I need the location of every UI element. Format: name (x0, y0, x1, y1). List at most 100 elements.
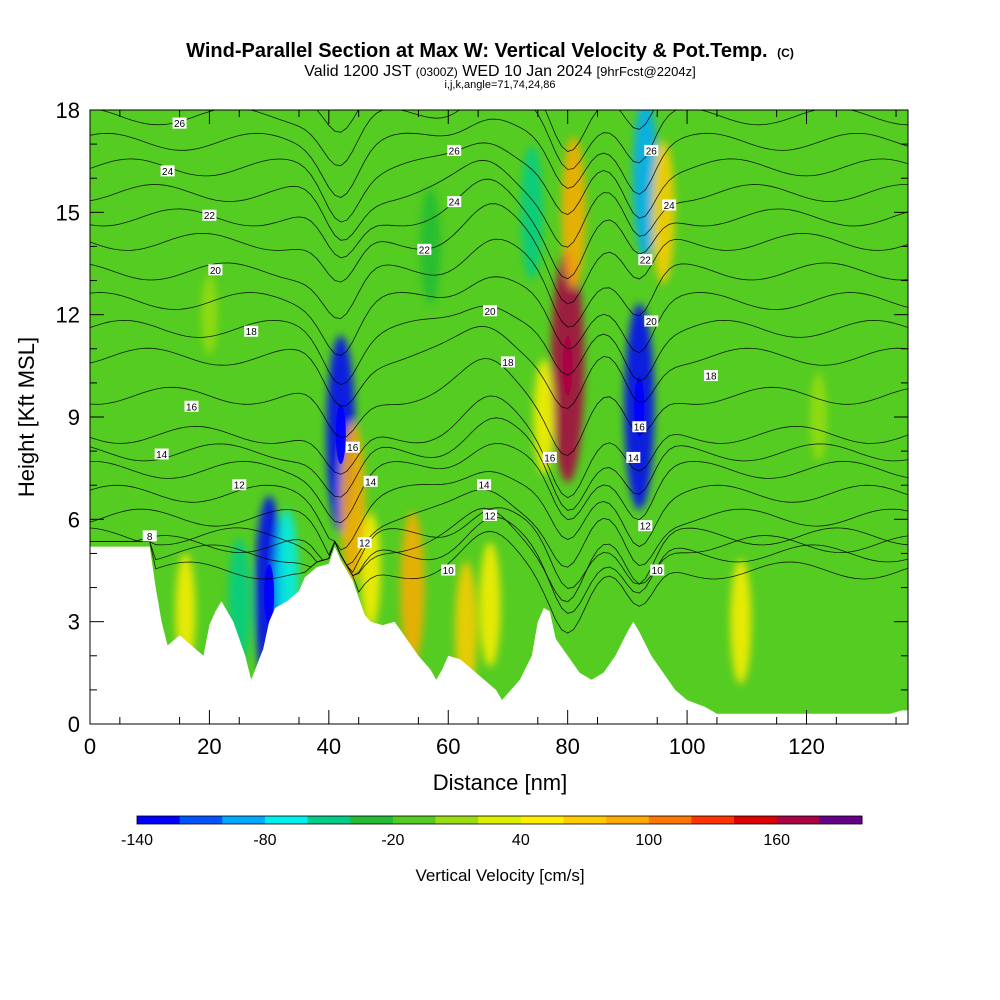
colorbar-swatch-13 (691, 816, 735, 824)
colorbar: -140 -80 -20 40 100 160 (121, 815, 863, 849)
theta-label-box-16 (477, 479, 492, 491)
colorbar-label: Vertical Velocity [cm/s] (415, 866, 584, 885)
theta-label-26: 16 (632, 421, 647, 434)
velocity-cell-12 (651, 140, 675, 284)
theta-label-box-6 (154, 448, 169, 460)
theta-label-box-9 (447, 144, 462, 156)
theta-label-text-14: 16 (347, 443, 359, 454)
theta-label-16: 14 (477, 479, 492, 492)
theta-label-box-21 (644, 144, 659, 156)
theta-label-text-21: 26 (646, 146, 658, 157)
theta-label-17: 12 (483, 509, 498, 522)
theta-label-18: 12 (357, 537, 372, 550)
theta-label-box-10 (447, 196, 462, 208)
colorbar-swatch-5 (350, 816, 394, 824)
colorbar-swatch-6 (392, 816, 437, 824)
theta-label-text-0: 26 (174, 119, 186, 130)
theta-label-11: 22 (417, 243, 432, 256)
colorbar-swatch-12 (648, 816, 692, 824)
theta-label-text-2: 22 (204, 211, 216, 222)
grid-info: i,j,k,angle=71,74,24,86 (444, 79, 555, 91)
theta-label-1: 24 (160, 165, 175, 178)
theta-label-28: 12 (638, 520, 653, 533)
theta-label-22: 24 (662, 199, 677, 212)
theta-label-box-13 (500, 356, 515, 368)
theta-label-text-19: 10 (443, 566, 455, 577)
velocity-cell-20 (201, 274, 218, 355)
theta-label-box-3 (208, 264, 223, 276)
theta-label-box-17 (483, 509, 498, 521)
colorbar-swatch-1 (179, 816, 223, 824)
colorbar-swatch-14 (734, 816, 778, 824)
terrain-mask (90, 546, 908, 724)
theta-label-box-2 (202, 209, 217, 221)
theta-label-box-28 (638, 520, 653, 532)
theta-label-text-17: 12 (484, 511, 496, 522)
plot-area: 26 24 22 20 18 16 14 12 8 26 24 22 20 18 16 14 14 12 12 10 1… (90, 110, 908, 724)
y-tick-label-6: 18 (56, 98, 80, 123)
theta-label-5: 16 (184, 400, 199, 413)
velocity-cell-3 (400, 511, 425, 664)
theta-label-text-24: 20 (646, 317, 658, 328)
theta-contour-15 (90, 417, 908, 511)
x-tick-label-3: 60 (436, 734, 460, 759)
colorbar-tick-label-0: -140 (121, 832, 153, 849)
x-tick-label-1: 20 (197, 734, 221, 759)
colorbar-swatch-15 (776, 816, 820, 824)
y-tick-label-2: 6 (68, 507, 80, 532)
colorbar-tick-label-1: -80 (253, 832, 276, 849)
theta-label-4: 18 (244, 325, 259, 338)
theta-label-text-8: 8 (147, 532, 153, 543)
theta-label-text-25: 18 (705, 372, 717, 383)
theta-contour-14 (90, 443, 908, 524)
colorbar-tick-label-5: 160 (763, 832, 790, 849)
theta-label-21: 26 (644, 144, 659, 157)
x-tick-label-5: 100 (669, 734, 706, 759)
colorbar-swatch-8 (478, 816, 522, 824)
theta-label-text-27: 14 (628, 453, 640, 464)
theta-label-text-13: 18 (502, 358, 514, 369)
theta-contour-21 (90, 238, 908, 328)
theta-contour-22 (90, 203, 908, 305)
theta-label-box-20 (542, 451, 557, 463)
x-tick-label-4: 80 (555, 734, 579, 759)
theta-contour-27 (98, 110, 908, 170)
colorbar-swatch-16 (819, 816, 863, 824)
theta-contour-19 (90, 305, 908, 386)
colorbar-swatch-11 (606, 816, 650, 824)
theta-label-3: 20 (208, 264, 223, 277)
y-tick-label-1: 3 (68, 610, 80, 635)
theta-label-text-29: 10 (652, 566, 664, 577)
y-axis-label: Height [Kft MSL] (14, 337, 39, 497)
theta-contour-24 (90, 159, 908, 248)
colorbar-swatch-2 (222, 816, 266, 824)
colorbar-tick-label-2: -20 (381, 832, 404, 849)
theta-label-box-29 (650, 564, 665, 576)
theta-label-text-9: 26 (449, 146, 461, 157)
theta-label-box-1 (160, 165, 175, 177)
theta-contour-23 (90, 178, 908, 280)
theta-label-13: 18 (500, 356, 515, 369)
theta-label-text-15: 14 (365, 477, 377, 488)
y-tick-label-0: 0 (68, 712, 80, 737)
theta-contour-26 (90, 118, 908, 198)
theta-contour-12 (90, 489, 908, 568)
theta-contour-20 (90, 276, 908, 356)
colorbar-swatch-10 (563, 816, 607, 824)
theta-label-14: 16 (345, 441, 360, 454)
theta-label-box-18 (357, 537, 372, 549)
theta-label-text-3: 20 (210, 266, 222, 277)
theta-label-text-1: 24 (162, 167, 174, 178)
theta-contour-25 (90, 142, 908, 223)
colorbar-swatch-7 (435, 816, 479, 824)
velocity-field (128, 110, 827, 696)
theta-label-24: 20 (644, 315, 659, 328)
y-tick-label-3: 9 (68, 405, 80, 430)
colorbar-frame (136, 815, 863, 825)
theta-label-box-24 (644, 315, 659, 327)
theta-label-text-10: 24 (449, 198, 461, 209)
theta-label-box-22 (662, 199, 677, 211)
theta-contour-16 (90, 395, 908, 499)
theta-label-text-22: 24 (664, 201, 676, 212)
